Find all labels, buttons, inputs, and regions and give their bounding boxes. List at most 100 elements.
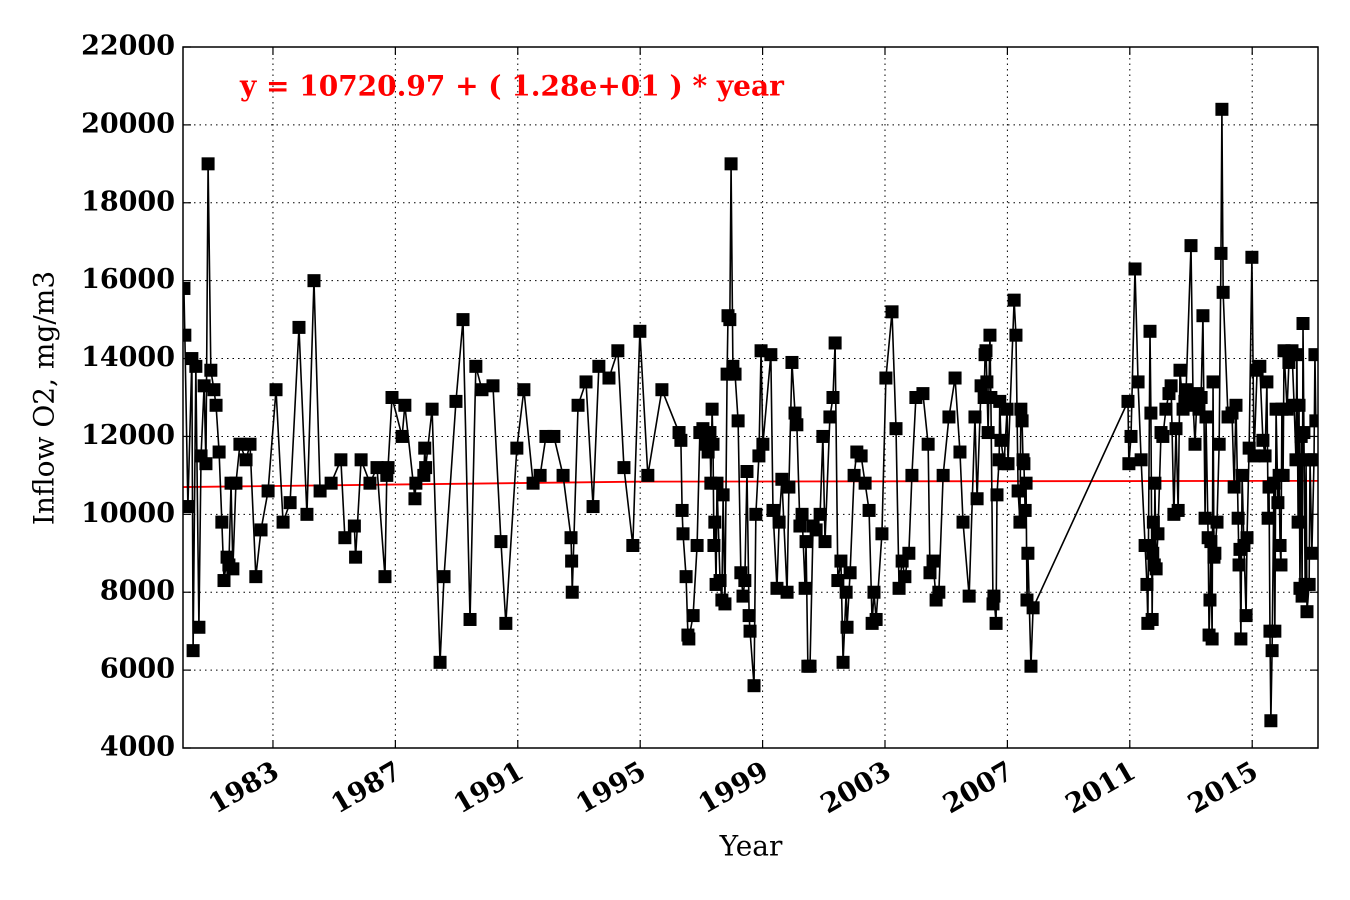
data-point xyxy=(456,313,470,327)
data-point xyxy=(854,449,868,463)
data-point xyxy=(968,410,982,424)
data-point xyxy=(425,402,439,416)
y-tick-label: 8000 xyxy=(100,576,175,607)
data-point xyxy=(1134,453,1148,467)
data-point xyxy=(292,320,306,334)
data-point xyxy=(816,429,830,443)
data-point xyxy=(254,523,268,537)
data-point xyxy=(209,398,223,412)
data-point xyxy=(1296,317,1310,331)
data-point xyxy=(183,500,195,514)
data-point xyxy=(674,433,688,447)
data-point xyxy=(1260,375,1274,389)
data-point xyxy=(752,449,766,463)
data-point xyxy=(1203,593,1217,607)
data-point xyxy=(1206,375,1220,389)
data-point xyxy=(1018,503,1032,517)
data-point xyxy=(1149,562,1163,576)
data-point xyxy=(754,344,768,358)
data-point xyxy=(803,659,817,673)
data-point xyxy=(676,527,690,541)
data-point xyxy=(1148,476,1162,490)
data-point xyxy=(981,426,995,440)
data-point xyxy=(229,476,243,490)
data-point xyxy=(1121,394,1135,408)
data-point xyxy=(710,476,724,490)
data-point xyxy=(249,570,263,584)
data-point xyxy=(1273,538,1287,552)
data-point xyxy=(1264,714,1278,728)
data-point xyxy=(728,367,742,381)
data-point xyxy=(799,535,813,549)
data-point xyxy=(1265,644,1279,658)
data-point xyxy=(338,531,352,545)
data-point xyxy=(499,616,513,630)
data-point xyxy=(626,538,640,552)
data-point xyxy=(1196,309,1210,323)
data-point xyxy=(334,453,348,467)
data-point xyxy=(1026,601,1040,615)
data-point xyxy=(1253,359,1267,373)
data-point xyxy=(602,371,616,385)
data-point xyxy=(547,429,561,443)
data-point xyxy=(233,437,247,451)
data-point xyxy=(1001,457,1015,471)
data-point xyxy=(1308,348,1318,362)
data-point xyxy=(916,387,930,401)
data-point xyxy=(756,437,770,451)
data-point xyxy=(363,476,377,490)
data-point xyxy=(469,359,483,373)
data-point xyxy=(798,581,812,595)
data-point xyxy=(706,437,720,451)
data-point xyxy=(869,612,883,626)
data-point xyxy=(1216,285,1230,299)
data-point xyxy=(1146,546,1160,560)
data-point xyxy=(283,496,297,510)
data-point xyxy=(1234,632,1248,646)
data-point xyxy=(905,468,919,482)
data-point xyxy=(740,464,754,478)
data-point xyxy=(633,324,647,338)
data-point xyxy=(936,468,950,482)
data-point xyxy=(836,655,850,669)
data-point xyxy=(826,391,840,404)
data-point xyxy=(813,507,827,521)
data-point xyxy=(839,585,853,599)
data-point xyxy=(994,433,1008,447)
data-point xyxy=(1019,476,1033,490)
data-point xyxy=(979,344,993,358)
data-point xyxy=(556,468,570,482)
data-point xyxy=(902,546,916,560)
data-point xyxy=(788,406,802,420)
data-point xyxy=(867,585,881,599)
data-point xyxy=(395,429,409,443)
data-point xyxy=(1247,449,1261,463)
data-point xyxy=(189,359,203,373)
data-point xyxy=(1013,515,1027,529)
y-tick-label: 18000 xyxy=(81,186,175,217)
data-point xyxy=(1305,546,1318,560)
data-point xyxy=(533,468,547,482)
data-point xyxy=(1214,246,1228,260)
data-point xyxy=(921,437,935,451)
data-point xyxy=(1146,515,1160,529)
data-point xyxy=(433,655,447,669)
data-point xyxy=(743,624,757,638)
data-point xyxy=(486,379,500,393)
data-point xyxy=(186,644,200,658)
data-point xyxy=(378,570,392,584)
data-point xyxy=(926,554,940,568)
data-point xyxy=(1184,239,1198,253)
data-point xyxy=(766,503,780,517)
data-point xyxy=(948,371,962,385)
data-point xyxy=(942,410,956,424)
data-point xyxy=(843,566,857,580)
data-point xyxy=(1204,535,1218,549)
data-point xyxy=(1239,609,1253,623)
data-point xyxy=(834,554,848,568)
data-point xyxy=(1295,589,1309,603)
data-point xyxy=(199,457,213,471)
data-point xyxy=(592,359,606,373)
data-point xyxy=(962,589,976,603)
